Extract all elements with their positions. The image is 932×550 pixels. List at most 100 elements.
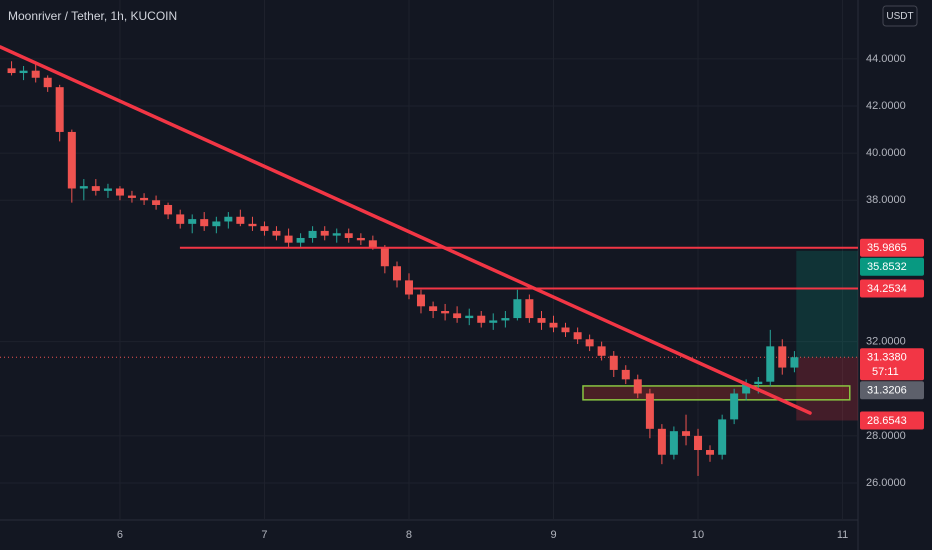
currency[interactable]: USDT [886, 11, 913, 22]
price-label-box [860, 238, 924, 257]
candle-body [597, 346, 606, 356]
x-tick-label: 7 [261, 529, 267, 541]
candle-body [465, 315, 474, 319]
price-label: 34.2534 [867, 283, 907, 295]
candle-body [236, 216, 245, 224]
support-zone [582, 385, 851, 401]
candle-body [525, 299, 534, 319]
price-label-box [860, 257, 924, 276]
trend-line [0, 45, 812, 415]
candle-body [706, 450, 715, 455]
candle-body [790, 357, 799, 368]
candle-body [284, 235, 293, 243]
candle-body [103, 188, 112, 191]
candle-body [489, 320, 498, 323]
candle-body [115, 188, 124, 196]
candle-body [404, 280, 413, 295]
x-tick-label: 8 [406, 529, 412, 541]
price-label-box [860, 348, 924, 381]
candle-body [67, 131, 76, 189]
candle-body [645, 393, 654, 429]
candle-body [127, 195, 136, 198]
candle-body [778, 346, 787, 368]
candle-body [537, 318, 546, 323]
x-tick-label: 6 [117, 529, 123, 541]
candle-body [441, 311, 450, 314]
candle-body [224, 216, 233, 222]
candle-body [260, 226, 269, 231]
chart-title: Moonriver / Tether, 1h, KUCOIN [8, 9, 177, 23]
candle-body [31, 70, 40, 78]
price-label: 35.8532 [867, 261, 907, 273]
x-tick-label: 11 [837, 529, 848, 541]
candle-body [657, 428, 666, 455]
y-tick-label: 44.0000 [866, 53, 906, 65]
y-tick-label: 38.0000 [866, 194, 906, 206]
x-tick-label: 9 [550, 529, 556, 541]
price-label: 35.9865 [867, 242, 907, 254]
candle-body [368, 240, 377, 248]
candle-body [742, 384, 751, 394]
plot-area [0, 0, 858, 520]
currency-button[interactable] [882, 5, 918, 27]
candle-body [453, 313, 462, 319]
candle-body [7, 68, 16, 74]
candle-body [682, 431, 691, 436]
price-label-box [860, 381, 924, 400]
candle-body [754, 381, 763, 385]
candle-body [55, 87, 64, 132]
y-tick-label: 40.0000 [866, 147, 906, 159]
candle-body [561, 327, 570, 333]
candle-body [19, 70, 28, 74]
y-tick-label: 26.0000 [866, 477, 906, 489]
candle-body [200, 219, 209, 227]
candle-body [344, 233, 353, 238]
price-label: 31.3380 [867, 352, 907, 364]
candle-body [79, 186, 88, 189]
candle-body [766, 346, 775, 382]
candle-body [513, 299, 522, 319]
candle-body [549, 322, 558, 328]
candle-body [164, 204, 173, 215]
price-label-box [860, 279, 924, 298]
candle-body [633, 379, 642, 394]
candle-body [212, 221, 221, 227]
candle-body [296, 237, 305, 243]
candle-body [573, 332, 582, 340]
candle-body [609, 355, 618, 370]
candle-body [152, 200, 161, 205]
candle-body [718, 419, 727, 455]
candle-body [272, 230, 281, 236]
candle-body [320, 230, 329, 236]
y-tick-label: 32.0000 [866, 336, 906, 348]
candle-body [416, 294, 425, 307]
candle-body [501, 318, 510, 321]
position-target [796, 250, 858, 358]
candle-body [429, 306, 438, 312]
y-tick-label: 42.0000 [866, 100, 906, 112]
candle-body [392, 266, 401, 281]
candle-body [248, 223, 257, 227]
candle-body [91, 186, 100, 191]
candle-body [585, 339, 594, 347]
candle-body [140, 197, 149, 201]
countdown: 57:11 [872, 366, 899, 378]
candle-body [669, 431, 678, 455]
price-label-box [860, 411, 924, 430]
candle-body [188, 219, 197, 224]
y-tick-label: 28.0000 [866, 430, 906, 442]
candle-body [332, 233, 341, 236]
x-tick-label: 10 [692, 529, 704, 541]
candle-body [380, 247, 389, 267]
candle-body [356, 237, 365, 241]
candle-body [308, 230, 317, 238]
candle-body [694, 435, 703, 451]
candle-body [621, 369, 630, 380]
candle-body [176, 214, 185, 224]
candle-body [43, 77, 52, 88]
candle-body [730, 393, 739, 420]
price-label: 28.6543 [867, 415, 907, 427]
